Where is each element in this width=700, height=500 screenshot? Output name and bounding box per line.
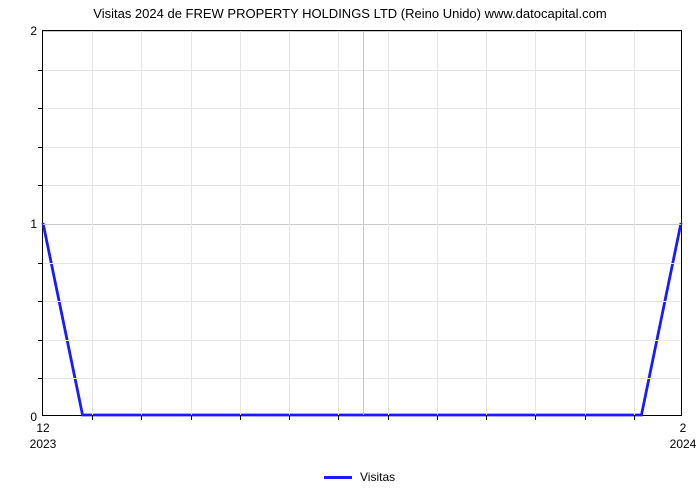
y-axis-minor-tick bbox=[38, 147, 43, 148]
gridline-vertical-minor bbox=[388, 31, 389, 415]
legend-swatch bbox=[324, 476, 352, 479]
x-axis-minor-tick bbox=[535, 415, 536, 420]
legend-label: Visitas bbox=[360, 470, 395, 484]
gridline-vertical-minor bbox=[535, 31, 536, 415]
plot-area: 01212220232024 bbox=[42, 30, 682, 416]
gridline-vertical-minor bbox=[191, 31, 192, 415]
y-axis-minor-tick bbox=[38, 340, 43, 341]
gridline-vertical-minor bbox=[585, 31, 586, 415]
chart-title: Visitas 2024 de FREW PROPERTY HOLDINGS L… bbox=[0, 6, 700, 21]
x-axis-minor-tick bbox=[191, 415, 192, 420]
x-axis-minor-tick bbox=[486, 415, 487, 420]
y-axis-minor-tick bbox=[38, 70, 43, 71]
x-axis-month-label: 2 bbox=[680, 421, 687, 435]
gridline-vertical-minor bbox=[92, 31, 93, 415]
chart-container: Visitas 2024 de FREW PROPERTY HOLDINGS L… bbox=[0, 0, 700, 500]
x-axis-minor-tick bbox=[437, 415, 438, 420]
gridline-vertical-minor bbox=[240, 31, 241, 415]
gridline-vertical-minor bbox=[289, 31, 290, 415]
gridline-vertical-minor bbox=[437, 31, 438, 415]
y-axis-tick-label: 1 bbox=[21, 217, 37, 231]
y-axis-tick-label: 2 bbox=[21, 24, 37, 38]
y-axis-minor-tick bbox=[38, 301, 43, 302]
x-axis-minor-tick bbox=[338, 415, 339, 420]
gridline-vertical-minor bbox=[141, 31, 142, 415]
y-axis-tick-label: 0 bbox=[21, 410, 37, 424]
x-axis-minor-tick bbox=[240, 415, 241, 420]
x-axis-minor-tick bbox=[141, 415, 142, 420]
x-axis-minor-tick bbox=[585, 415, 586, 420]
gridline-vertical-major bbox=[363, 31, 364, 415]
y-axis-minor-tick bbox=[38, 185, 43, 186]
x-axis-minor-tick bbox=[92, 415, 93, 420]
gridline-vertical-minor bbox=[634, 31, 635, 415]
x-axis-minor-tick bbox=[634, 415, 635, 420]
y-axis-minor-tick bbox=[38, 263, 43, 264]
x-axis-year-label: 2024 bbox=[670, 437, 697, 451]
x-axis-minor-tick bbox=[289, 415, 290, 420]
legend: Visitas bbox=[324, 470, 395, 484]
y-axis-minor-tick bbox=[38, 378, 43, 379]
gridline-vertical-minor bbox=[486, 31, 487, 415]
x-axis-minor-tick bbox=[388, 415, 389, 420]
y-axis-minor-tick bbox=[38, 108, 43, 109]
gridline-vertical-minor bbox=[338, 31, 339, 415]
x-axis-month-label: 12 bbox=[36, 421, 49, 435]
x-axis-year-label: 2023 bbox=[30, 437, 57, 451]
